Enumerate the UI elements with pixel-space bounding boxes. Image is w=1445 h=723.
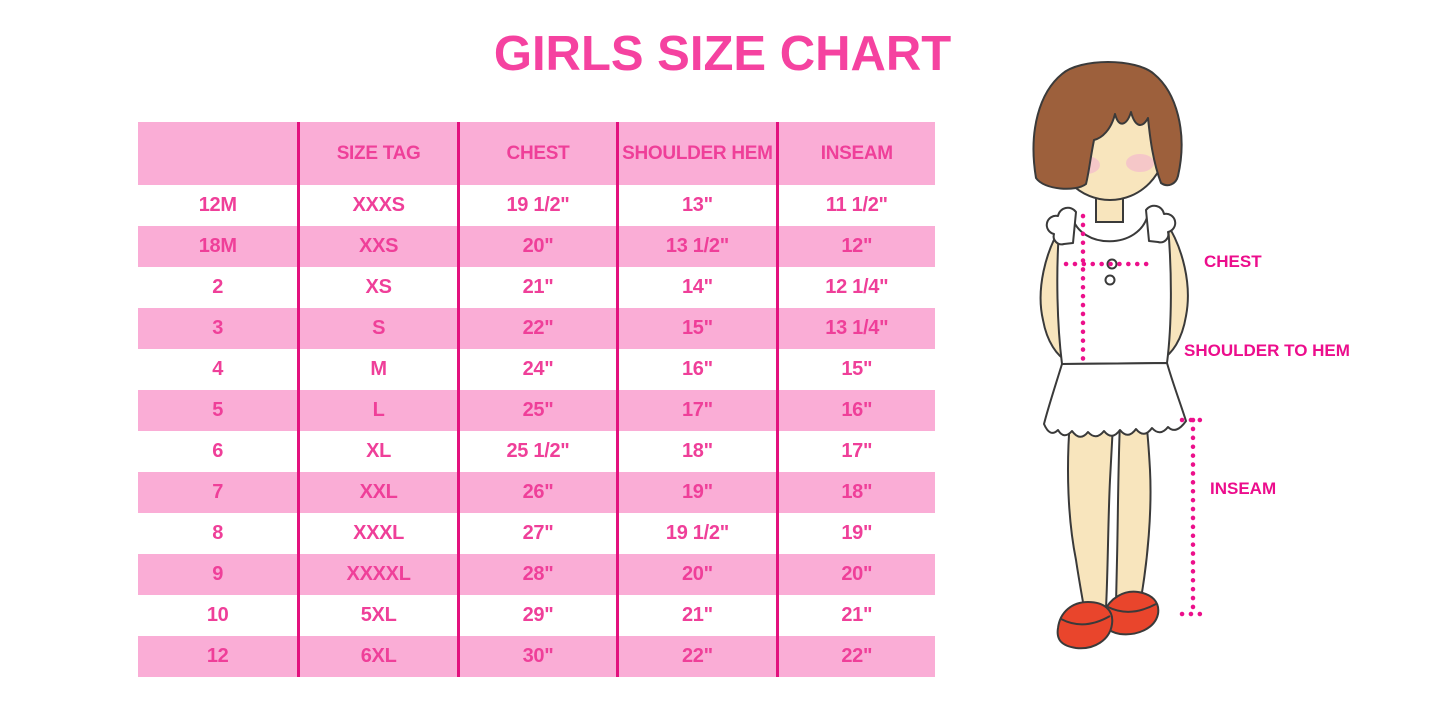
girl-top (1056, 213, 1172, 365)
table-row: 10 5XL 29" 21" 21" (138, 595, 935, 636)
header-cell: CHEST (456, 122, 616, 185)
table-cell: 9 (212, 563, 224, 585)
inseam-label: INSEAM (1210, 479, 1277, 498)
table-cell: 19 1/2" (616, 513, 775, 554)
table-cell: 15" (775, 349, 935, 390)
table-cell: 21" (775, 595, 935, 636)
table-cell: 28" (456, 554, 616, 595)
table-cell: 5 (212, 399, 224, 421)
table-cell: 25" (456, 390, 616, 431)
table-cell: 24" (456, 349, 616, 390)
table-row: 7 XXL 26" 19" 18" (138, 472, 935, 513)
girl-right-leg (1114, 418, 1152, 605)
table-cell: 7 (212, 481, 224, 503)
table-cell: 20" (616, 554, 775, 595)
table-cell: 22" (616, 636, 775, 677)
table-cell: 29" (456, 595, 616, 636)
girl-skirt (1043, 362, 1187, 438)
table-cell: 12 1/4" (775, 267, 935, 308)
table-cell: 18M (198, 235, 237, 257)
table-cell: 6XL (297, 636, 456, 677)
table-cell: XXXXL (297, 554, 456, 595)
table-cell: 6 (212, 440, 224, 462)
table-cell: 16" (775, 390, 935, 431)
table-cell: XS (297, 267, 456, 308)
header-cell: SHOULDER HEM (616, 122, 775, 185)
table-cell: 20" (775, 554, 935, 595)
table-cell: 18" (616, 431, 775, 472)
table-cell: S (297, 308, 456, 349)
table-cell: XXXL (297, 513, 456, 554)
table-cell: 13" (616, 185, 775, 226)
girl-left-leg (1067, 418, 1115, 609)
girl-left-ruffle (1045, 206, 1077, 246)
table-cell: 13 1/2" (616, 226, 775, 267)
chest-label: CHEST (1204, 252, 1262, 271)
table-cell: XXL (297, 472, 456, 513)
table-cell: 25 1/2" (456, 431, 616, 472)
table-cell: 12 (206, 645, 229, 667)
table-row: 12M XXXS 19 1/2" 13" 11 1/2" (138, 185, 935, 226)
girl-right-ruffle (1145, 204, 1177, 244)
table-cell: 30" (456, 636, 616, 677)
table-cell: 16" (616, 349, 775, 390)
table-row: 9 XXXXL 28" 20" 20" (138, 554, 935, 595)
table-cell: XL (297, 431, 456, 472)
girl-blush-right (1126, 154, 1154, 172)
table-row: 5 L 25" 17" 16" (138, 390, 935, 431)
table-cell: 13 1/4" (775, 308, 935, 349)
table-cell: 17" (616, 390, 775, 431)
table-cell: 21" (616, 595, 775, 636)
table-cell: 17" (775, 431, 935, 472)
table-cell: M (297, 349, 456, 390)
table-cell: 21" (456, 267, 616, 308)
size-table: SIZE TAG CHEST SHOULDER HEM INSEAM 12M XXXS 19… (138, 122, 935, 677)
table-row: 18M XXS 20" 13 1/2" 12" (138, 226, 935, 267)
table-cell: 27" (456, 513, 616, 554)
table-header-row: SIZE TAG CHEST SHOULDER HEM INSEAM (138, 122, 935, 185)
table-cell: 3 (212, 317, 224, 339)
table-cell: L (297, 390, 456, 431)
table-cell: XXS (297, 226, 456, 267)
table-cell: 19" (616, 472, 775, 513)
table-row: 2 XS 21" 14" 12 1/4" (138, 267, 935, 308)
table-cell: 19" (775, 513, 935, 554)
table-cell: 22" (775, 636, 935, 677)
header-cell: INSEAM (775, 122, 935, 185)
table-cell: XXXS (297, 185, 456, 226)
table-cell: 14" (616, 267, 775, 308)
table-cell: 20" (456, 226, 616, 267)
girl-left-shoe-strap (1060, 615, 1111, 626)
table-cell: 26" (456, 472, 616, 513)
table-cell: 15" (616, 308, 775, 349)
header-cell (138, 122, 297, 185)
shoulder-to-hem-label: SHOULDER TO HEM (1184, 341, 1350, 360)
table-cell: 11 1/2" (775, 185, 935, 226)
table-cell: 4 (212, 358, 224, 380)
header-cell: SIZE TAG (297, 122, 456, 185)
table-cell: 18" (775, 472, 935, 513)
table-cell: 2 (212, 276, 224, 298)
table-cell: 12M (198, 194, 237, 216)
table-cell: 22" (456, 308, 616, 349)
table-cell: 12" (775, 226, 935, 267)
table-row: 6 XL 25 1/2" 18" 17" (138, 431, 935, 472)
table-cell: 10 (206, 604, 229, 626)
page-title: GIRLS SIZE CHART (493, 27, 952, 81)
table-row: 12 6XL 30" 22" 22" (138, 636, 935, 677)
table-cell: 8 (212, 522, 224, 544)
girl-illustration (1032, 61, 1209, 650)
girl-right-shoe-strap (1107, 603, 1157, 613)
table-row: 3 S 22" 15" 13 1/4" (138, 308, 935, 349)
table-row: 8 XXXL 27" 19 1/2" 19" (138, 513, 935, 554)
girl-hair (1032, 61, 1183, 190)
table-cell: 5XL (297, 595, 456, 636)
table-row: 4 M 24" 16" 15" (138, 349, 935, 390)
table-cell: 19 1/2" (456, 185, 616, 226)
girl-top-button-2 (1104, 274, 1116, 286)
